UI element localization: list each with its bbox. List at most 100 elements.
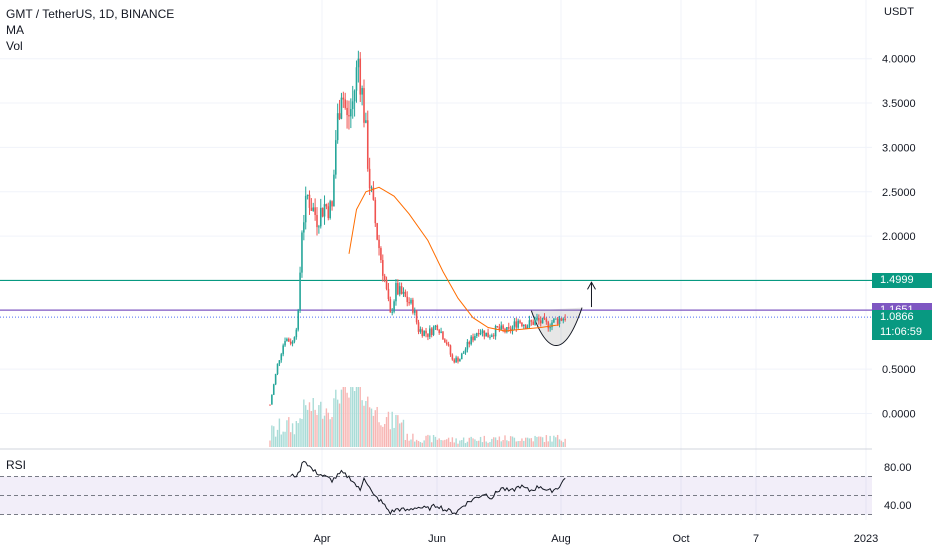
rsi-tick-label: 80.00 — [884, 462, 912, 474]
candle-body — [429, 328, 431, 337]
volume-bar — [333, 398, 335, 447]
volume-bar — [340, 389, 343, 447]
volume-bar — [517, 441, 519, 447]
volume-bar — [536, 436, 538, 447]
candle-body — [560, 318, 563, 321]
volume-bar — [365, 400, 367, 447]
volume-bar — [551, 441, 553, 447]
candle-body — [558, 318, 561, 324]
volume-bar — [282, 431, 284, 447]
volume-bar — [355, 387, 358, 447]
volume-bar — [461, 440, 463, 447]
price-unit: USDT — [884, 6, 914, 18]
candle-body — [357, 58, 360, 68]
volume-bar — [278, 418, 281, 447]
volume-bar — [436, 439, 439, 447]
up-arrow-drawing[interactable] — [587, 281, 596, 308]
ma-legend[interactable]: MA — [6, 23, 24, 37]
horizontal-levels[interactable] — [0, 279, 872, 318]
volume-bar — [306, 409, 309, 447]
candle-body — [350, 109, 352, 117]
volume-bar — [442, 440, 444, 447]
vol-legend[interactable]: Vol — [6, 39, 23, 53]
candle-body — [333, 174, 335, 207]
candle-body — [470, 336, 472, 345]
volume-bar — [357, 387, 360, 447]
candle-body — [564, 318, 566, 320]
volume-bar — [359, 387, 361, 447]
candle-body — [476, 333, 478, 337]
volume-bar — [299, 418, 301, 447]
volume-bar — [310, 411, 313, 447]
volume-bar — [432, 434, 435, 447]
volume-bar — [414, 441, 416, 447]
cup-pattern-drawing[interactable] — [530, 307, 583, 346]
volume-bar — [406, 433, 408, 447]
candle-body — [507, 327, 510, 329]
candle-body — [297, 310, 299, 330]
volume-bar — [459, 440, 461, 447]
candle-body — [372, 187, 375, 200]
volume-bar — [434, 436, 437, 447]
candle-body — [477, 333, 480, 335]
volume-bar — [466, 441, 469, 447]
volume-bar — [312, 398, 314, 447]
volume-bar — [368, 407, 371, 447]
candle-body — [397, 283, 399, 295]
candle-body — [430, 328, 433, 335]
candle-body — [536, 317, 538, 320]
volume-bar — [380, 425, 382, 447]
candle-body — [331, 201, 333, 207]
candle-body — [359, 58, 362, 95]
candle-body — [545, 318, 548, 322]
candle-body — [382, 260, 384, 276]
candle-body — [455, 357, 457, 363]
candle-body — [393, 301, 395, 312]
volume-bar — [509, 436, 512, 447]
date-tick-label: Oct — [672, 533, 689, 545]
candle-body — [408, 302, 410, 304]
candle-body — [413, 310, 416, 313]
candle-body — [370, 187, 373, 189]
candle-body — [474, 336, 476, 341]
volume-bar — [479, 436, 482, 447]
candle-body — [468, 341, 471, 345]
candle-body — [543, 317, 546, 319]
volume-bar — [291, 423, 294, 447]
volume-bar — [297, 423, 299, 447]
candle-body — [494, 326, 497, 337]
candle-body — [519, 320, 521, 323]
volume-bar — [468, 437, 470, 447]
candle-body — [553, 318, 555, 323]
candle-body — [502, 325, 504, 329]
volume-bar — [524, 437, 527, 447]
rsi-tick-label: 40.00 — [884, 500, 912, 512]
volume-bar — [489, 442, 491, 447]
rsi-line — [290, 460, 566, 516]
candle-body — [515, 321, 518, 328]
level-price-tag: 1.4999 — [872, 273, 932, 289]
candle-body — [526, 326, 529, 329]
candle-body — [498, 327, 501, 330]
candle-body — [346, 107, 348, 116]
volume-bar — [493, 437, 495, 447]
volume-bar — [504, 435, 506, 447]
candle-body — [421, 329, 424, 336]
date-tick-label: 2023 — [854, 533, 878, 545]
volume-bar — [293, 434, 296, 447]
volume-bar — [331, 417, 333, 447]
cup-curve — [530, 307, 583, 346]
volume-bar — [289, 432, 292, 447]
candle-body — [306, 194, 309, 196]
candle-body — [363, 88, 365, 123]
volume-bar — [374, 410, 376, 447]
symbol-title[interactable]: GMT / TetherUS, 1D, BINANCE — [6, 7, 175, 21]
volume-bar — [329, 419, 331, 447]
volume-bar — [453, 442, 455, 447]
current-price-tag: 1.0866 — [872, 310, 932, 326]
candle-body — [483, 330, 486, 337]
volume-bar — [515, 441, 517, 447]
rsi-legend[interactable]: RSI — [6, 458, 27, 472]
candle-body — [487, 332, 489, 338]
